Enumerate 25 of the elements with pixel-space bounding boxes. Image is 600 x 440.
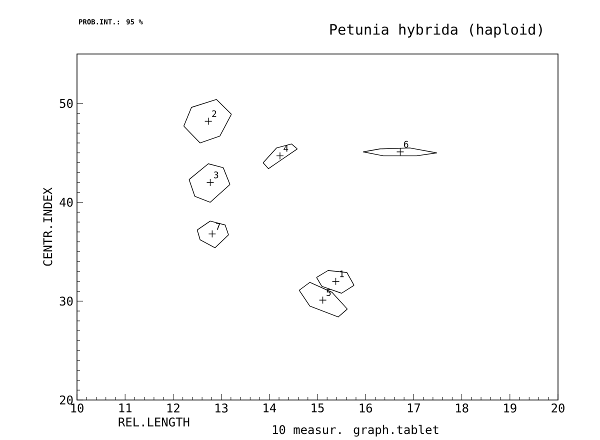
annotation: 6: [404, 140, 408, 148]
annotation: 2: [212, 110, 216, 118]
annotation: 3: [214, 172, 218, 178]
y-tick-label: 50: [60, 98, 73, 108]
x-axis-title: REL.LENGTH: [118, 418, 190, 427]
x-tick-label: 10: [71, 404, 84, 413]
x-tick-label: 13: [216, 404, 228, 413]
y-axis-title: CENTR.INDEX: [43, 188, 52, 266]
x-tick-label: 16: [360, 404, 372, 413]
annotation: 1: [340, 270, 344, 278]
x-tick-label: 12: [167, 404, 180, 412]
y-tick-label: 30: [60, 296, 73, 306]
y-tick-label: 20: [60, 395, 73, 405]
annotation: 5: [326, 289, 331, 296]
text: 10 measur. graph.tablet: [272, 424, 438, 437]
x-tick-label: 11: [119, 404, 132, 412]
x-tick-label: 17: [408, 404, 420, 412]
chart-title: Petunia hybrida (haploid): [330, 24, 542, 38]
x-tick-label: 15: [312, 404, 324, 412]
x-tick-label: 20: [552, 404, 564, 413]
y-tick-label: 40: [60, 198, 73, 207]
x-tick-label: 18: [456, 404, 468, 413]
x-tick-label: 14: [264, 404, 276, 412]
x-tick-label: 19: [504, 404, 516, 413]
annotation: 4: [284, 145, 288, 152]
